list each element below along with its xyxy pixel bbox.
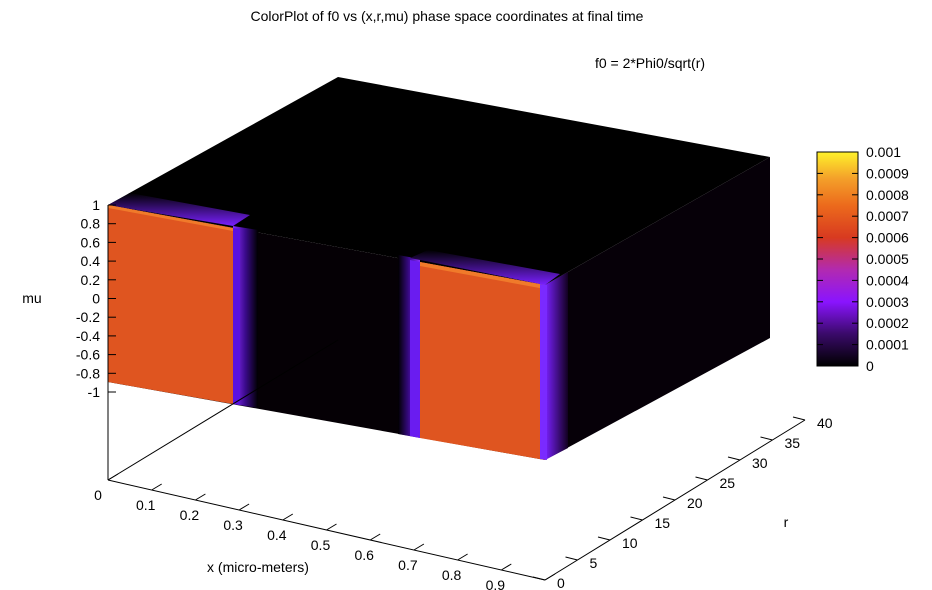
r-tick-mark	[630, 516, 643, 521]
colorbar-ticks: 0.001 0.0009 0.0008 0.0007 0.0006 0.0005 0.000…	[817, 144, 909, 374]
r-tick-mark	[662, 496, 676, 501]
r-tick-mark	[565, 556, 578, 561]
chart-title: ColorPlot of f0 vs (x,r,mu) phase space …	[251, 8, 644, 24]
box-right-face	[545, 157, 770, 460]
x-tick-mark	[369, 533, 381, 541]
mu-tick-label: 0.4	[81, 253, 101, 269]
r-tick-mark	[597, 536, 611, 541]
r-tick-label: 25	[720, 475, 736, 491]
colorbar-tick-label: 0.0002	[866, 315, 909, 331]
mu-tick-label: -0.4	[76, 328, 100, 344]
mu-tick-label: -0.2	[76, 309, 100, 325]
right-block-top-glow	[410, 250, 560, 285]
x-tick-mark	[107, 473, 119, 481]
x-tick-mark	[501, 563, 512, 571]
right-region-block	[420, 262, 545, 460]
r-tick-mark	[695, 476, 708, 481]
r-tick-mark	[792, 416, 806, 421]
r-tick-label: 0	[557, 575, 565, 590]
r-tick-label: 10	[622, 535, 638, 551]
x-tick-mark	[326, 523, 337, 531]
colorbar-tick-label: 0.0004	[866, 272, 909, 288]
mu-ticks: 1 0.8 0.6 0.4 0.2 0 -0.2 -0.4 -0.6 -0.8 -1	[76, 197, 116, 400]
colorbar-tick-label: 0.0006	[866, 230, 909, 246]
mu-axis-label: mu	[22, 290, 41, 306]
mu-tick-label: -1	[88, 384, 101, 400]
r-tick-label: 5	[590, 555, 598, 571]
x-tick-mark	[238, 503, 250, 511]
x-tick-label: 0.5	[311, 537, 331, 553]
mu-tick-label: 0.8	[81, 216, 101, 232]
r-tick-mark	[760, 436, 773, 441]
box-top-surface	[108, 77, 770, 285]
right-region-outer-edge	[540, 284, 547, 460]
left-region-edge	[108, 205, 233, 231]
r-axis-label: r	[784, 514, 789, 530]
x-tick-mark	[544, 573, 556, 581]
x-tick-mark	[457, 553, 468, 561]
left-region-block	[108, 205, 233, 404]
r-tick-label: 35	[785, 435, 801, 451]
x-tick-label: 0	[94, 487, 102, 503]
r-tick-label: 30	[752, 455, 768, 471]
colorbar-tick-label: 0.001	[866, 144, 901, 160]
r-tick-label: 40	[817, 415, 833, 431]
colorbar	[816, 151, 859, 367]
mu-tick-label: 1	[92, 197, 100, 213]
mu-tick-label: -0.6	[76, 347, 100, 363]
left-region-blue-edge	[233, 228, 240, 405]
x-tick-mark	[413, 543, 425, 551]
r-ticks: 0 5 10 15 20 25 30 35 40	[532, 415, 833, 590]
x-tick-label: 0.9	[486, 577, 506, 590]
r-tick-mark	[532, 576, 546, 581]
x-ticks: 0 0.1 0.2 0.3 0.4 0.5 0.6 0.7 0.8 0.9 1	[94, 473, 556, 590]
x-tick-label: 0.4	[267, 527, 287, 543]
mu-tick-label: 0.2	[81, 272, 101, 288]
colorbar-tick-label: 0.0001	[866, 337, 909, 353]
x-tick-mark	[195, 493, 206, 501]
right-region-edge	[420, 262, 545, 289]
colorbar-tick-label: 0.0009	[866, 165, 909, 181]
formula-annotation: f0 = 2*Phi0/sqrt(r)	[595, 55, 705, 71]
x-tick-label: 1	[535, 587, 543, 590]
mu-tick-label: 0.6	[81, 234, 101, 250]
colorbar-tick-label: 0.0007	[866, 208, 909, 224]
r-tick-label: 15	[655, 515, 671, 531]
right-region-blue-edge	[410, 260, 420, 438]
colorbar-tick-label: 0.0005	[866, 251, 909, 267]
colorbar-tick-label: 0.0003	[866, 294, 909, 310]
x-tick-mark	[282, 513, 294, 521]
x-axis-label: x (micro-meters)	[207, 559, 309, 575]
x-tick-label: 0.8	[442, 567, 462, 583]
x-tick-label: 0.1	[136, 497, 156, 513]
x-tick-label: 0.7	[398, 557, 418, 573]
colorbar-tick-label: 0.0008	[866, 187, 909, 203]
right-side-glow	[545, 272, 568, 460]
back-left-floor-edge	[107, 339, 339, 481]
x-tick-mark	[151, 483, 162, 491]
r-tick-label: 20	[687, 495, 703, 511]
x-tick-label: 0.2	[180, 507, 200, 523]
left-block-top-glow	[108, 193, 250, 226]
colorbar-tick-label: 0	[866, 358, 874, 374]
mu-tick-label: -0.8	[76, 365, 100, 381]
mu-tick-label: 0	[92, 291, 100, 307]
x-tick-label: 0.6	[354, 547, 374, 563]
r-tick-mark	[727, 456, 741, 461]
x-tick-label: 0.3	[223, 517, 243, 533]
